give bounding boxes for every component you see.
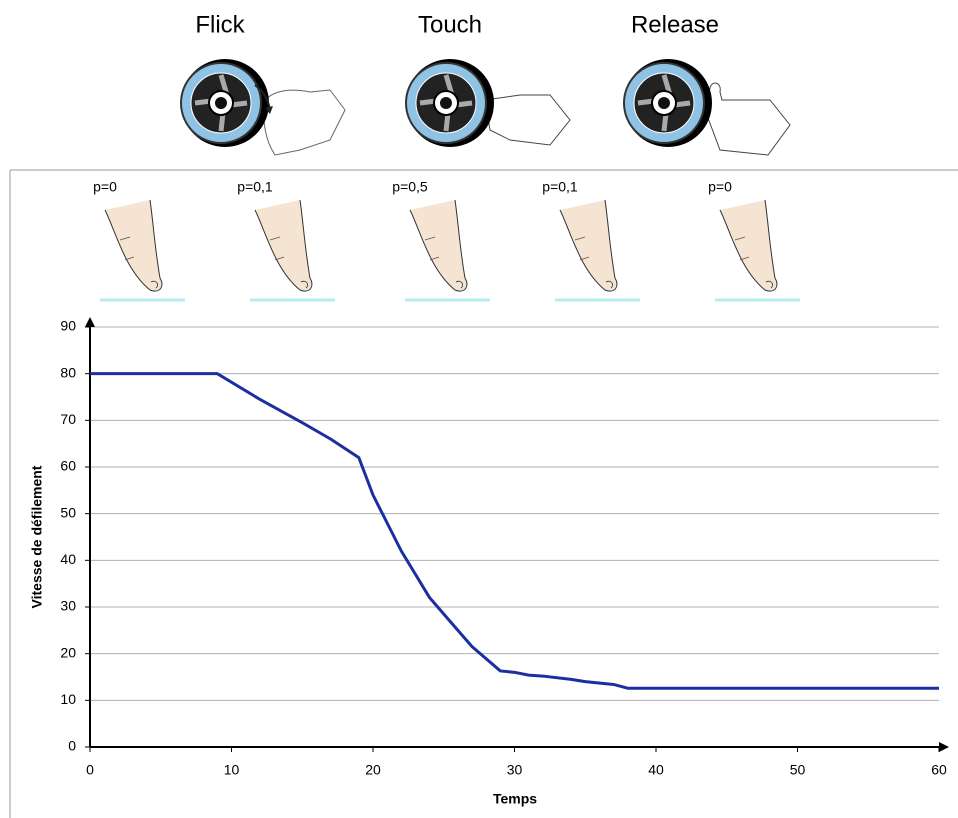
y-tick-label: 90 bbox=[60, 318, 76, 334]
x-tick-label: 0 bbox=[86, 762, 94, 778]
release-icon bbox=[624, 59, 791, 156]
finger-icon bbox=[409, 199, 468, 292]
pressure-label: p=0 bbox=[708, 179, 732, 195]
gesture-label: Release bbox=[631, 11, 719, 38]
y-tick-label: 0 bbox=[68, 738, 76, 754]
touch-icon bbox=[406, 59, 571, 147]
finger-icon bbox=[559, 199, 618, 292]
y-tick-label: 30 bbox=[60, 598, 76, 614]
y-tick-label: 10 bbox=[60, 691, 76, 707]
flick-icon bbox=[181, 59, 346, 156]
gesture-label: Touch bbox=[418, 11, 482, 38]
y-tick-label: 80 bbox=[60, 364, 76, 380]
x-tick-label: 10 bbox=[224, 762, 240, 778]
y-axis-title: Vitesse de défilement bbox=[29, 465, 45, 608]
y-tick-label: 40 bbox=[60, 551, 76, 567]
pressure-row: p=0 p=0,1 p=0,5 p=0,1 p=0 bbox=[93, 179, 800, 302]
pressure-label: p=0,1 bbox=[237, 179, 273, 195]
data-line bbox=[90, 372, 939, 690]
x-axis-title: Temps bbox=[493, 791, 537, 807]
y-tick-label: 70 bbox=[60, 411, 76, 427]
finger-icon bbox=[104, 199, 163, 292]
finger-icon bbox=[254, 199, 313, 292]
x-tick-label: 60 bbox=[931, 762, 947, 778]
frame bbox=[9, 169, 958, 818]
y-arrow bbox=[85, 317, 95, 327]
x-tick-label: 30 bbox=[507, 762, 523, 778]
pressure-label: p=0 bbox=[93, 179, 117, 195]
x-tick-label: 20 bbox=[365, 762, 381, 778]
x-arrow bbox=[939, 742, 949, 752]
y-tick-label: 20 bbox=[60, 644, 76, 660]
gesture-label: Flick bbox=[195, 11, 245, 38]
x-tick-label: 40 bbox=[648, 762, 664, 778]
y-tick-label: 60 bbox=[60, 458, 76, 474]
finger-icon bbox=[719, 199, 778, 292]
x-tick-label: 50 bbox=[790, 762, 806, 778]
pressure-label: p=0,1 bbox=[542, 179, 578, 195]
y-tick-label: 50 bbox=[60, 504, 76, 520]
pressure-label: p=0,5 bbox=[392, 179, 428, 195]
